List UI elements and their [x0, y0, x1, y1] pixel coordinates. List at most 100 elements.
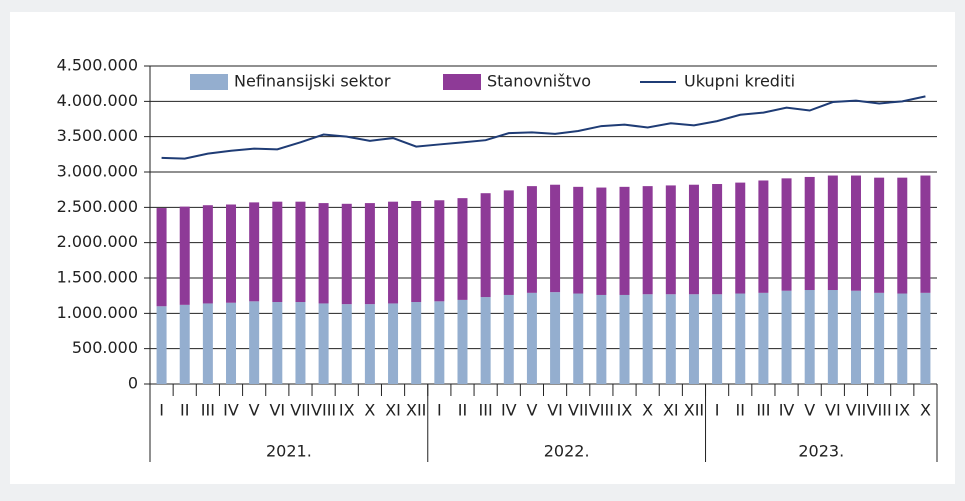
- bar: [318, 203, 329, 304]
- bar: [364, 304, 375, 384]
- bar: [712, 184, 723, 295]
- bar: [573, 186, 584, 294]
- bar: [665, 294, 676, 384]
- bar: [156, 208, 167, 307]
- x-tick-label: VII: [846, 401, 866, 420]
- bar: [480, 297, 491, 384]
- x-tick-label: VIII: [311, 401, 336, 420]
- group-label: 2022.: [544, 442, 590, 461]
- bar: [781, 178, 792, 291]
- bar: [735, 293, 746, 384]
- x-tick-label: IV: [779, 401, 795, 420]
- bar: [642, 294, 653, 384]
- x-tick-label: I: [715, 401, 720, 420]
- bar: [434, 200, 445, 302]
- x-tick-label: XII: [684, 401, 704, 420]
- bar: [804, 290, 815, 384]
- bar: [897, 293, 908, 384]
- legend-label: Ukupni krediti: [684, 72, 795, 91]
- bar: [850, 290, 861, 384]
- group-label: 2021.: [266, 442, 312, 461]
- x-tick-label: VIII: [589, 401, 614, 420]
- bar: [364, 203, 375, 305]
- bar: [249, 202, 260, 302]
- bar: [688, 294, 699, 384]
- x-tick-label: X: [642, 401, 653, 420]
- x-tick-label: XI: [385, 401, 401, 420]
- x-tick-label: VI: [547, 401, 563, 420]
- bar: [295, 201, 306, 303]
- legend-label: Nefinansijski sektor: [234, 72, 391, 91]
- bar: [874, 292, 885, 384]
- group-label: 2023.: [798, 442, 844, 461]
- bar: [388, 303, 399, 384]
- x-tick-label: IX: [617, 401, 633, 420]
- bar: [295, 302, 306, 384]
- bar: [526, 292, 537, 384]
- bar: [920, 175, 931, 293]
- bar: [457, 299, 468, 384]
- bar: [596, 294, 607, 384]
- bar: [411, 200, 422, 303]
- x-tick-label: III: [756, 401, 770, 420]
- bar: [249, 301, 260, 384]
- bar: [758, 292, 769, 384]
- y-tick-label: 4.000.000: [57, 91, 138, 110]
- y-tick-label: 0: [128, 374, 138, 393]
- x-tick-label: V: [526, 401, 537, 420]
- x-tick-label: XII: [406, 401, 426, 420]
- bar: [804, 176, 815, 291]
- x-tick-label: IV: [501, 401, 517, 420]
- legend-label: Stanovništvo: [487, 72, 591, 91]
- bar: [341, 304, 352, 384]
- bar: [202, 205, 213, 304]
- x-tick-label: II: [458, 401, 467, 420]
- bar: [480, 193, 491, 298]
- bar: [688, 184, 699, 295]
- bar: [897, 177, 908, 294]
- y-tick-label: 4.500.000: [57, 56, 138, 75]
- bar: [272, 201, 283, 303]
- x-tick-label: III: [479, 401, 493, 420]
- bar: [156, 306, 167, 384]
- x-tick-label: IV: [223, 401, 239, 420]
- x-tick-label: XI: [663, 401, 679, 420]
- bar: [202, 303, 213, 384]
- bar: [318, 303, 329, 384]
- y-tick-label: 500.000: [72, 338, 138, 357]
- bar: [619, 294, 630, 384]
- legend-swatch: [190, 74, 228, 90]
- x-tick-label: X: [920, 401, 931, 420]
- x-tick-label: II: [736, 401, 745, 420]
- bar: [550, 292, 561, 384]
- x-tick-label: IX: [894, 401, 910, 420]
- y-tick-label: 3.500.000: [57, 126, 138, 145]
- bar: [341, 203, 352, 305]
- x-tick-label: VII: [568, 401, 588, 420]
- x-tick-label: V: [249, 401, 260, 420]
- bar: [503, 294, 514, 384]
- bar: [596, 187, 607, 295]
- bar: [642, 186, 653, 295]
- bar: [758, 180, 769, 293]
- x-tick-label: I: [437, 401, 442, 420]
- bar: [179, 206, 190, 305]
- bar: [665, 185, 676, 295]
- bar: [920, 292, 931, 384]
- bar: [735, 182, 746, 294]
- bar: [457, 198, 468, 300]
- x-tick-label: III: [201, 401, 215, 420]
- y-tick-label: 2.500.000: [57, 197, 138, 216]
- x-tick-label: VI: [269, 401, 285, 420]
- y-tick-label: 3.000.000: [57, 162, 138, 181]
- bar: [226, 204, 237, 303]
- bar: [850, 175, 861, 291]
- legend-swatch: [443, 74, 481, 90]
- y-tick-label: 2.000.000: [57, 232, 138, 251]
- y-tick-label: 1.500.000: [57, 268, 138, 287]
- bar: [179, 304, 190, 384]
- x-tick-label: II: [180, 401, 189, 420]
- x-tick-label: VII: [290, 401, 310, 420]
- bar: [526, 186, 537, 293]
